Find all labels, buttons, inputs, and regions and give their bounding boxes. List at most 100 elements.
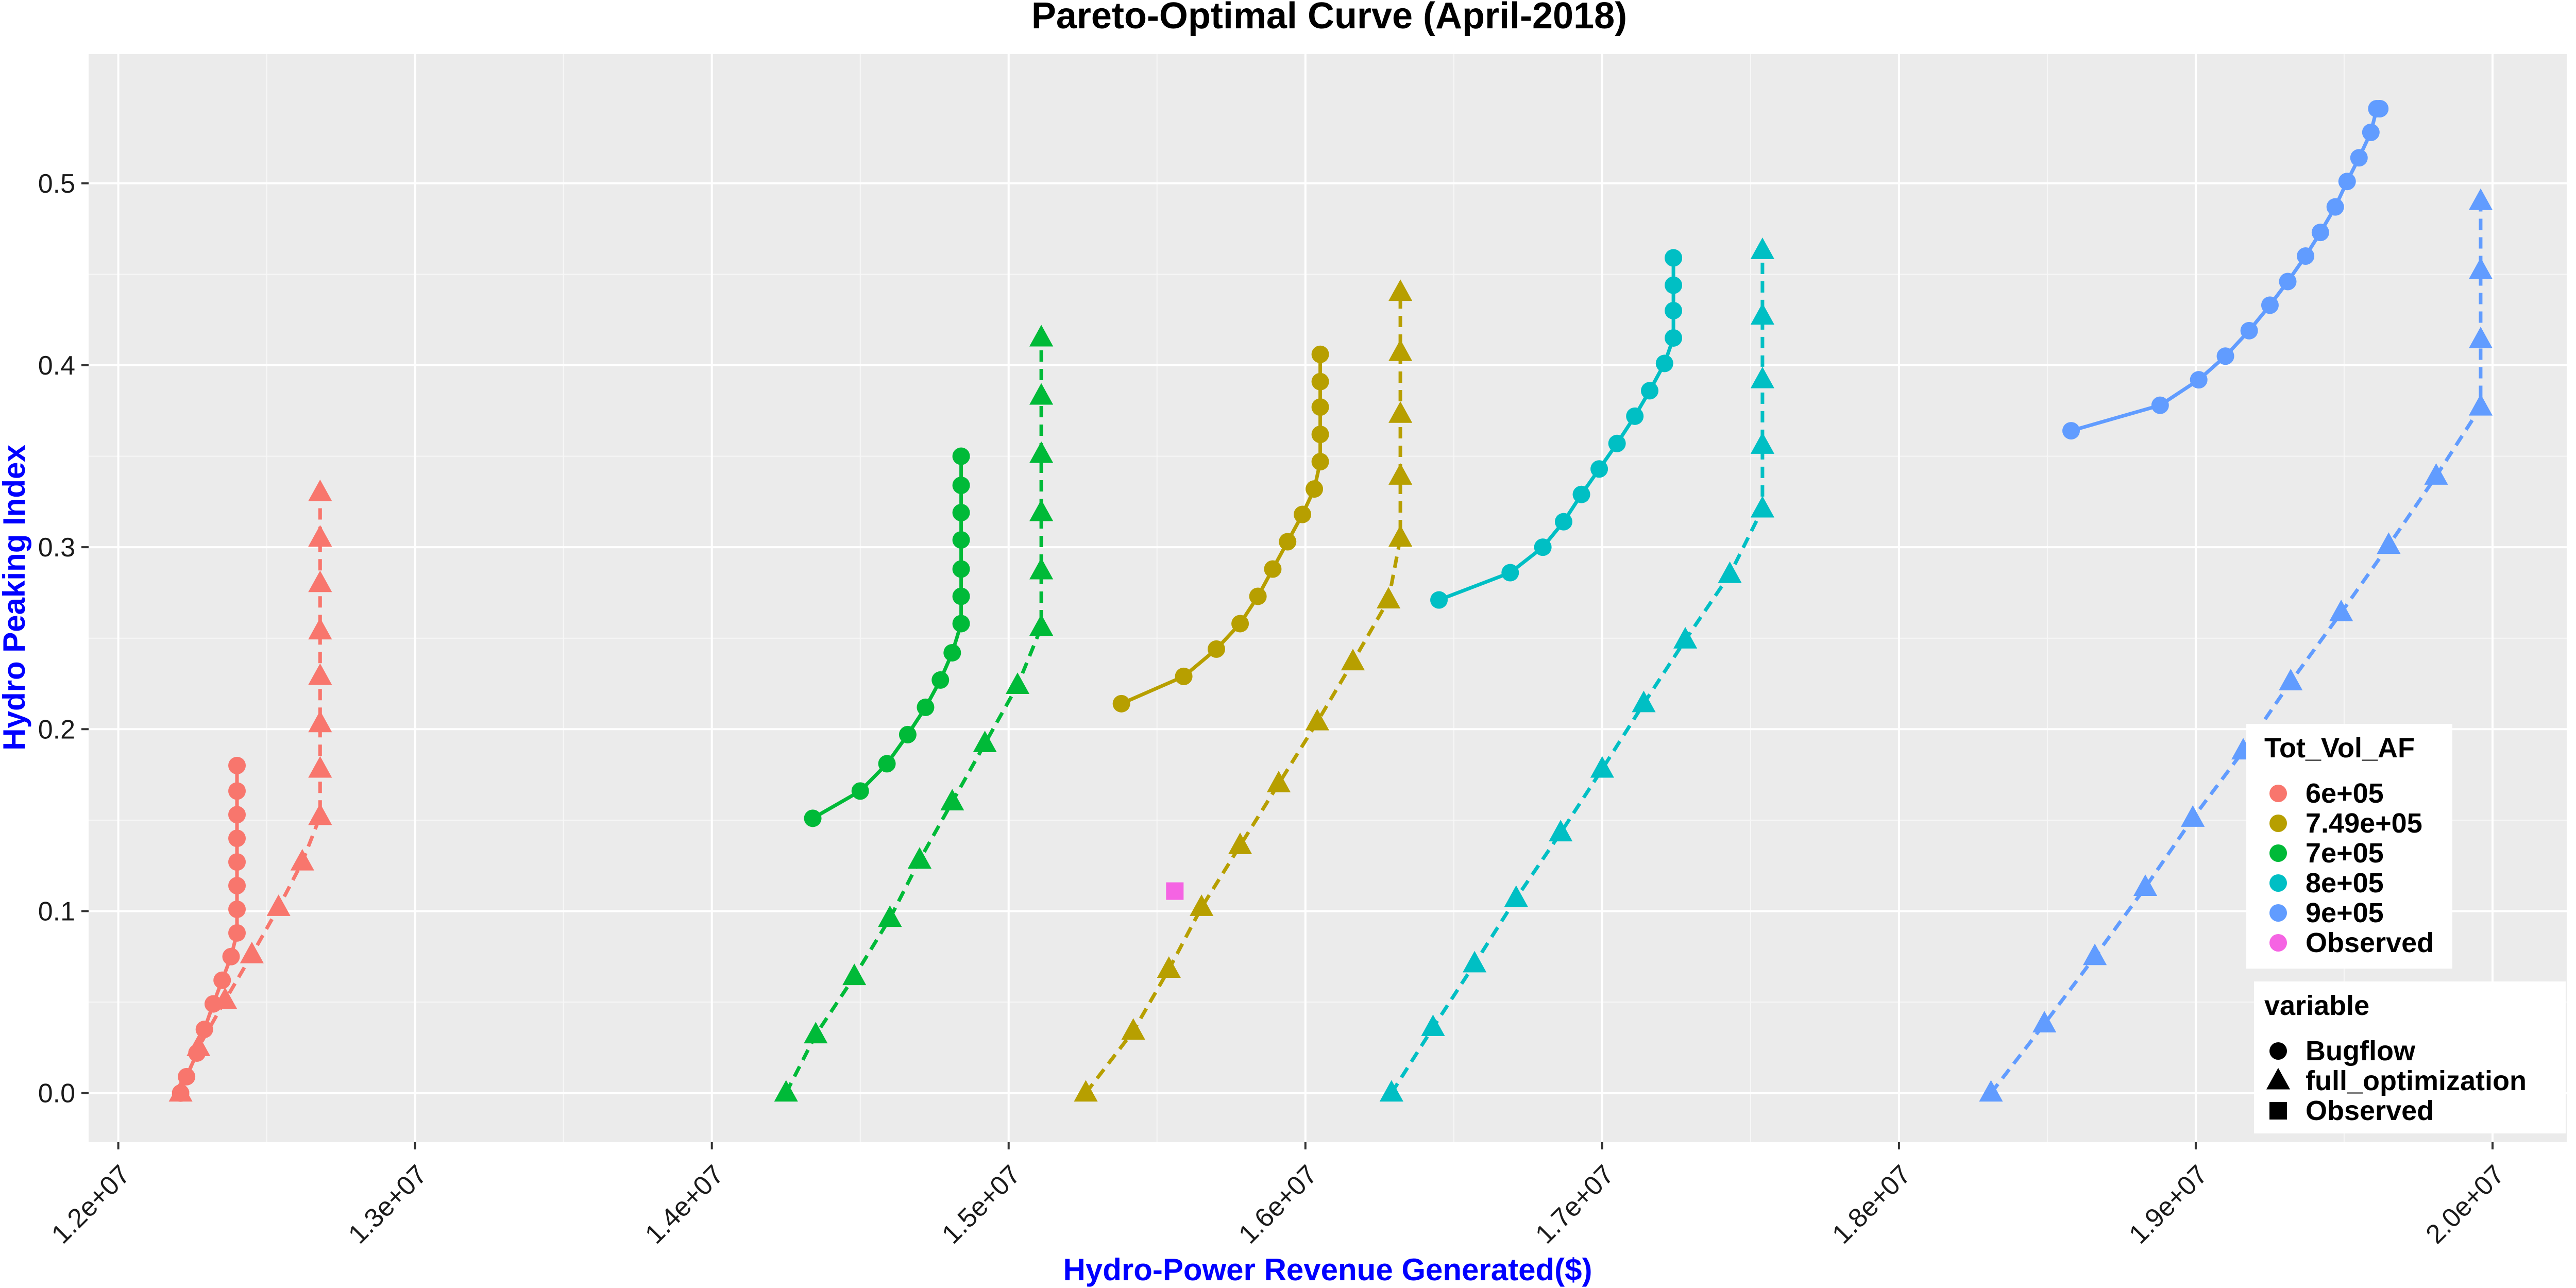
data-point-circle bbox=[1231, 615, 1249, 633]
legend-color-swatch bbox=[2269, 904, 2287, 922]
data-point-circle bbox=[1112, 694, 1130, 713]
legend-shape-label: full_optimization bbox=[2306, 1065, 2527, 1096]
data-point-triangle bbox=[1266, 770, 1291, 792]
series-7.49e+05-full_optimization bbox=[1074, 279, 1413, 1102]
data-point-circle bbox=[228, 829, 246, 848]
data-point-triangle bbox=[308, 756, 332, 778]
data-point-triangle bbox=[1157, 956, 1181, 978]
legend-shape-triangle bbox=[2266, 1067, 2291, 1090]
series-8e+05-full_optimization bbox=[1379, 238, 1775, 1102]
data-point-circle bbox=[1554, 513, 1572, 531]
data-point-circle bbox=[228, 853, 246, 871]
legend-color-swatch bbox=[2269, 785, 2287, 802]
data-point-triangle bbox=[308, 663, 332, 685]
data-point-circle bbox=[1311, 345, 1329, 363]
data-point-circle bbox=[878, 755, 896, 773]
data-point-triangle bbox=[1750, 432, 1775, 454]
data-point-circle bbox=[952, 477, 970, 495]
data-point-triangle bbox=[2468, 327, 2493, 348]
data-point-circle bbox=[228, 924, 246, 942]
data-point-triangle bbox=[2032, 1011, 2057, 1032]
data-point-triangle bbox=[308, 803, 332, 825]
data-point-triangle bbox=[973, 731, 997, 753]
legend-color-swatch bbox=[2269, 934, 2287, 952]
data-point-circle bbox=[2240, 321, 2258, 340]
data-point-triangle bbox=[1979, 1080, 2003, 1102]
data-point-circle bbox=[931, 671, 950, 689]
legend-shape-box bbox=[2254, 981, 2566, 1133]
data-point-triangle bbox=[308, 479, 332, 501]
data-point-triangle bbox=[1388, 463, 1413, 485]
data-point-circle bbox=[1626, 407, 1644, 425]
data-point-circle bbox=[1501, 564, 1519, 582]
legend-color-swatch bbox=[2269, 874, 2287, 892]
data-point-triangle bbox=[308, 618, 332, 640]
legend-shape-label: Bugflow bbox=[2306, 1036, 2416, 1066]
data-point-circle bbox=[228, 900, 246, 918]
data-point-circle bbox=[2371, 99, 2389, 117]
data-point-circle bbox=[2151, 396, 2169, 414]
data-point-triangle bbox=[940, 789, 964, 811]
data-point-circle bbox=[804, 809, 822, 827]
data-point-circle bbox=[213, 971, 231, 989]
data-point-circle bbox=[2190, 371, 2208, 389]
data-point-triangle bbox=[2082, 943, 2107, 965]
data-point-circle bbox=[195, 1021, 213, 1039]
data-point-triangle bbox=[1718, 561, 1742, 583]
data-point-triangle bbox=[2468, 188, 2493, 210]
series-7e+05-full_optimization bbox=[774, 325, 1054, 1102]
data-point-circle bbox=[1665, 329, 1683, 347]
data-point-triangle bbox=[1228, 833, 1252, 854]
data-point-triangle bbox=[1029, 325, 1054, 347]
data-point-triangle bbox=[1005, 672, 1030, 694]
legend-color: Tot_Vol_AF 6e+057.49e+057e+058e+059e+05O… bbox=[2246, 724, 2452, 969]
legend-color-label: 7e+05 bbox=[2306, 838, 2384, 869]
data-point-circle bbox=[851, 782, 869, 800]
data-point-triangle bbox=[1549, 820, 1573, 842]
series-7.49e+05-Bugflow bbox=[1112, 345, 1329, 713]
data-point-circle bbox=[1311, 426, 1329, 444]
data-point-triangle bbox=[1121, 1018, 1145, 1040]
data-point-circle bbox=[2279, 273, 2297, 291]
legend-shape: variable Bugflowfull_optimizationObserve… bbox=[2254, 981, 2566, 1133]
series-9e+05-full_optimization bbox=[1979, 188, 2493, 1102]
data-point-triangle bbox=[1379, 1080, 1403, 1102]
data-point-triangle bbox=[1029, 499, 1054, 521]
data-point-triangle bbox=[2329, 599, 2353, 621]
data-point-square bbox=[1166, 882, 1184, 900]
data-point-circle bbox=[1294, 505, 1312, 523]
data-point-circle bbox=[1641, 382, 1659, 400]
series-line bbox=[1389, 250, 1765, 1094]
data-point-circle bbox=[222, 947, 240, 965]
legend-shape-title: variable bbox=[2264, 990, 2369, 1021]
data-point-triangle bbox=[213, 987, 238, 1009]
data-point-triangle bbox=[266, 894, 291, 916]
data-point-circle bbox=[917, 698, 935, 716]
y-tick-label: 0.5 bbox=[38, 169, 75, 199]
data-point-circle bbox=[899, 725, 917, 743]
legend-color-label: 8e+05 bbox=[2306, 868, 2384, 899]
data-point-circle bbox=[1279, 533, 1297, 551]
y-tick-label: 0.1 bbox=[38, 896, 75, 926]
data-point-circle bbox=[2311, 224, 2329, 242]
data-point-triangle bbox=[2279, 669, 2303, 690]
data-point-circle bbox=[952, 615, 970, 633]
data-point-circle bbox=[2362, 123, 2380, 141]
legend-color-label: 7.49e+05 bbox=[2306, 808, 2422, 839]
legend-color-label: 9e+05 bbox=[2306, 897, 2384, 928]
data-point-triangle bbox=[1590, 756, 1614, 778]
data-point-circle bbox=[1534, 538, 1552, 556]
data-point-triangle bbox=[1388, 339, 1413, 361]
data-point-triangle bbox=[1632, 690, 1656, 713]
data-point-circle bbox=[1665, 276, 1683, 294]
data-point-circle bbox=[952, 560, 970, 578]
data-point-circle bbox=[1430, 591, 1448, 609]
data-point-triangle bbox=[907, 847, 932, 869]
data-point-triangle bbox=[240, 941, 264, 963]
series-line bbox=[784, 338, 1043, 1094]
data-point-circle bbox=[1249, 587, 1267, 605]
data-point-circle bbox=[1665, 301, 1683, 319]
series-7e+05-Bugflow bbox=[804, 447, 970, 827]
